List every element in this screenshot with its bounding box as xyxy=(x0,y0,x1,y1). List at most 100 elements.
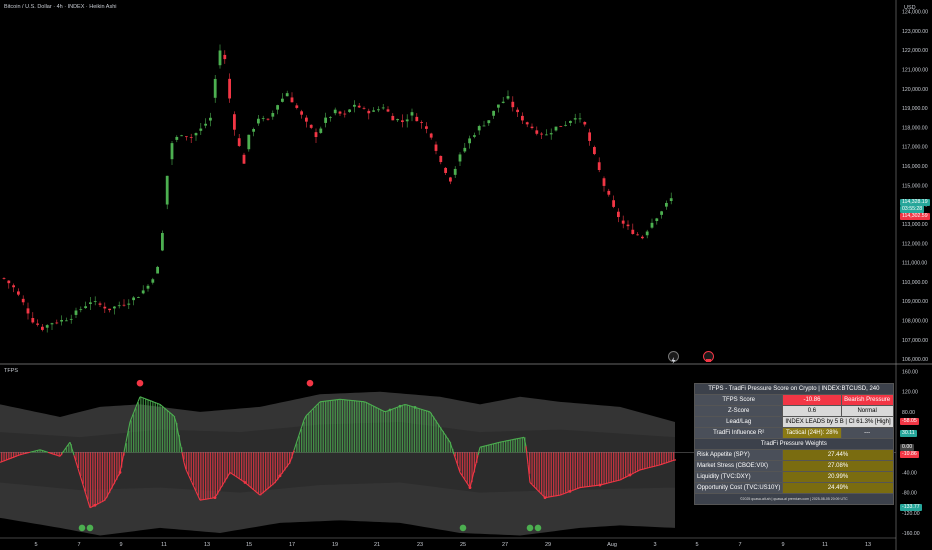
histogram-bar xyxy=(325,401,327,453)
oscillator-line-segment xyxy=(271,482,275,486)
candle-body xyxy=(372,110,375,112)
candle-body xyxy=(108,308,111,311)
tfps-table: TFPS - TradFi Pressure Score on Crypto |… xyxy=(693,383,894,505)
histogram-bar xyxy=(560,452,562,496)
histogram-bar xyxy=(471,452,473,483)
candle-body xyxy=(74,310,78,315)
oscillator-line-segment xyxy=(539,492,543,496)
chart-title: Bitcoin / U.S. Dollar · 4h · INDEX · Hei… xyxy=(4,4,117,10)
candle-body xyxy=(271,113,275,117)
oscillator-line-segment xyxy=(111,483,115,488)
oscillator-line-segment xyxy=(17,454,21,457)
z-score-value: 0.6 xyxy=(782,405,842,417)
bearish-signal-circle xyxy=(136,379,144,387)
histogram-bar xyxy=(653,452,656,467)
oscillator-line-segment xyxy=(613,480,617,483)
oscillator-line-segment xyxy=(273,480,277,484)
flag-icon-glyph xyxy=(706,359,711,362)
oscillator-marker xyxy=(118,471,122,474)
time-tick-label: 9 xyxy=(781,542,784,548)
oscillator-line-segment xyxy=(229,471,233,475)
time-tick-label: 3 xyxy=(653,542,656,548)
candle-body xyxy=(295,105,299,108)
oscillator-line-segment xyxy=(33,450,37,452)
histogram-bar xyxy=(418,408,420,453)
lightning-icon[interactable] xyxy=(668,351,679,364)
histogram-bar xyxy=(601,452,603,486)
histogram-bar xyxy=(531,452,533,485)
histogram-bar xyxy=(613,452,615,483)
oscillator-marker xyxy=(213,496,217,500)
oscillator-line-segment xyxy=(123,442,127,453)
oscillator-line-segment xyxy=(95,503,99,506)
candle-body xyxy=(84,306,87,309)
flag-icon[interactable] xyxy=(703,351,714,362)
influence-value: Tactical (24H): 28% xyxy=(782,427,842,439)
histogram-bar xyxy=(533,452,536,487)
bullish-signal-circle xyxy=(86,524,94,532)
time-tick-label: 27 xyxy=(502,542,508,548)
histogram-bar xyxy=(377,408,380,453)
candle-body xyxy=(453,168,457,175)
histogram-bar xyxy=(205,452,207,500)
histogram-bar xyxy=(250,452,252,488)
histogram-bar xyxy=(279,452,281,477)
candle-body xyxy=(113,306,116,309)
oscillator-line-segment xyxy=(657,464,661,466)
price-tick-label: 122,000.00 xyxy=(902,48,928,54)
histogram-bar xyxy=(286,452,288,468)
oscillator-line-segment xyxy=(39,449,43,451)
oscillator-line-segment xyxy=(5,458,9,461)
price-tick-label: 118,000.00 xyxy=(902,125,928,131)
bearish-signal-circle xyxy=(306,379,314,387)
histogram-bar xyxy=(22,452,24,455)
histogram-bar xyxy=(406,404,408,453)
oscillator-line-segment xyxy=(183,462,187,470)
histogram-bar xyxy=(579,452,581,489)
histogram-bar xyxy=(267,452,269,490)
histogram-bar xyxy=(509,440,512,453)
candle-body xyxy=(357,105,361,108)
oscillator-line-segment xyxy=(639,468,643,471)
price-tick-label: 117,000.00 xyxy=(902,145,928,151)
oscillator-line-segment xyxy=(35,449,39,452)
candle-body xyxy=(2,277,6,279)
histogram-bar xyxy=(80,452,82,476)
time-tick-label: 7 xyxy=(738,542,741,548)
candle-body xyxy=(103,306,107,309)
histogram-bar xyxy=(428,411,430,453)
histogram-bar xyxy=(387,411,389,453)
histogram-bar xyxy=(447,438,449,453)
histogram-bar xyxy=(673,452,675,461)
histogram-bar xyxy=(133,414,135,453)
oscillator-line-segment xyxy=(227,472,231,477)
oscillator-line-segment xyxy=(21,453,25,455)
oscillator-line-segment xyxy=(637,469,641,472)
oscillator-line-segment xyxy=(215,492,219,497)
candle-body xyxy=(631,229,635,234)
histogram-bar xyxy=(53,452,56,455)
histogram-bar xyxy=(284,452,286,471)
oscillator-line-segment xyxy=(525,446,529,465)
oscillator-line-segment xyxy=(255,491,259,494)
histogram-bar xyxy=(639,452,641,471)
histogram-bar xyxy=(39,449,41,453)
histogram-bar xyxy=(202,452,204,501)
oscillator-line-segment xyxy=(571,489,575,492)
indicator-tag-3: 0.00 xyxy=(900,444,915,451)
oscillator-line-segment xyxy=(647,466,651,469)
candle-body xyxy=(597,162,601,171)
candle-body xyxy=(487,120,491,124)
candle-body xyxy=(521,115,524,121)
lead-lag-row: Lead/Lag INDEX LEADS by 5 B | CI 61.3% [… xyxy=(693,416,894,428)
oscillator-marker xyxy=(388,408,392,412)
histogram-bar xyxy=(334,399,336,453)
histogram-bar xyxy=(236,452,238,477)
oscillator-line-segment xyxy=(105,494,109,499)
candle-body xyxy=(132,297,135,301)
oscillator-line-segment xyxy=(177,431,181,443)
oscillator-line-segment xyxy=(601,483,605,486)
histogram-bar xyxy=(593,452,596,487)
